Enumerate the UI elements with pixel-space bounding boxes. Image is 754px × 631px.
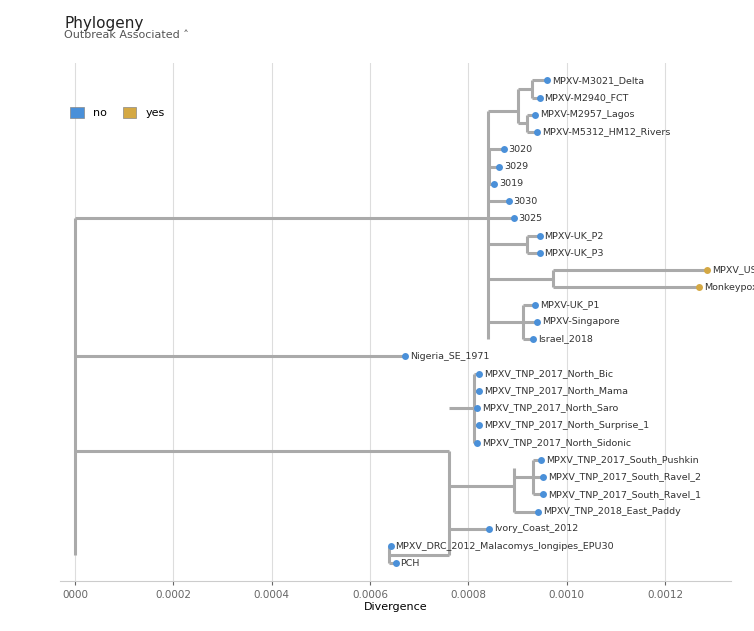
- Text: MPXV-M2957_Lagos: MPXV-M2957_Lagos: [540, 110, 634, 119]
- Text: MPXV-M5312_HM12_Rivers: MPXV-M5312_HM12_Rivers: [542, 127, 670, 136]
- Text: MPXV_TNP_2017_North_Saro: MPXV_TNP_2017_North_Saro: [482, 404, 618, 413]
- Text: MPXV_USA_2022_MA001: MPXV_USA_2022_MA001: [712, 266, 754, 274]
- Text: MPXV_TNP_2017_North_Bic: MPXV_TNP_2017_North_Bic: [484, 369, 613, 378]
- Text: MPXV_TNP_2017_South_Ravel_2: MPXV_TNP_2017_South_Ravel_2: [548, 473, 701, 481]
- Text: 3019: 3019: [499, 179, 523, 188]
- Text: MPXV-Singapore: MPXV-Singapore: [542, 317, 620, 326]
- Text: 3030: 3030: [513, 197, 538, 206]
- Text: MPXV-UK_P2: MPXV-UK_P2: [544, 231, 604, 240]
- Text: Nigeria_SE_1971: Nigeria_SE_1971: [410, 352, 490, 361]
- Text: MPXV_TNP_2017_South_Pushkin: MPXV_TNP_2017_South_Pushkin: [546, 456, 699, 464]
- Legend: no, yes: no, yes: [66, 102, 169, 122]
- Text: Israel_2018: Israel_2018: [538, 334, 593, 343]
- Text: Phylogeny: Phylogeny: [64, 16, 143, 31]
- Text: MPXV_TNP_2017_South_Ravel_1: MPXV_TNP_2017_South_Ravel_1: [548, 490, 701, 498]
- Text: MPXV-M3021_Delta: MPXV-M3021_Delta: [552, 76, 644, 85]
- Text: 3020: 3020: [509, 145, 533, 154]
- Text: MPXV_TNP_2018_East_Paddy: MPXV_TNP_2018_East_Paddy: [543, 507, 681, 516]
- Text: PCH: PCH: [400, 559, 420, 568]
- Text: MPXV-UK_P1: MPXV-UK_P1: [540, 300, 599, 309]
- Text: Monkeypox/PT0001/2022: Monkeypox/PT0001/2022: [704, 283, 754, 292]
- Text: 3025: 3025: [519, 214, 543, 223]
- Text: Outbreak Associated ˄: Outbreak Associated ˄: [64, 30, 189, 40]
- Text: MPXV-M2940_FCT: MPXV-M2940_FCT: [544, 93, 629, 102]
- Text: 3029: 3029: [504, 162, 528, 171]
- Text: MPXV-UK_P3: MPXV-UK_P3: [544, 249, 604, 257]
- Text: Ivory_Coast_2012: Ivory_Coast_2012: [494, 524, 578, 533]
- X-axis label: Divergence: Divergence: [364, 603, 428, 612]
- Text: MPXV_DRC_2012_Malacomys_longipes_EPU30: MPXV_DRC_2012_Malacomys_longipes_EPU30: [396, 541, 615, 550]
- Text: MPXV_TNP_2017_North_Surprise_1: MPXV_TNP_2017_North_Surprise_1: [484, 421, 649, 430]
- Text: MPXV_TNP_2017_North_Mama: MPXV_TNP_2017_North_Mama: [484, 386, 628, 395]
- Text: MPXV_TNP_2017_North_Sidonic: MPXV_TNP_2017_North_Sidonic: [482, 438, 631, 447]
